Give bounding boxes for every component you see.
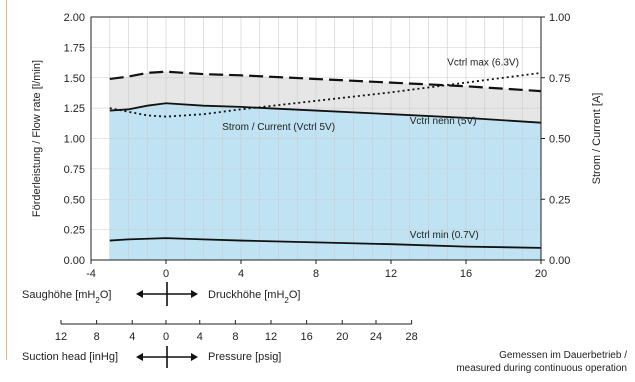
series-line-1 (109, 102, 542, 124)
x-tick-label: 0 (163, 268, 169, 280)
pressure-head-label: Druckhöhe [mH2O] (208, 289, 301, 305)
pressure-tick-label: 28 (406, 331, 418, 343)
note-line-2: measured during continuous operation (456, 363, 627, 374)
chart-grid (90, 16, 542, 261)
y2-tick-label: 0.00 (549, 255, 570, 267)
head-axis-arrow (136, 282, 198, 306)
y-tick-label: 1.50 (64, 73, 85, 85)
series-line-0 (109, 70, 542, 93)
y-tick-label: 2.00 (64, 12, 85, 24)
pressure-tick-label: 16 (301, 331, 313, 343)
head-axis: Saughöhe [mH2O] Druckhöhe [mH2O] (22, 282, 301, 306)
x-tick-label: 4 (238, 268, 244, 280)
pressure-tick-label: 20 (336, 331, 348, 343)
chart-series (109, 70, 542, 249)
band-nenn-baseline (109, 103, 541, 260)
pressure-tick-label: 0 (163, 331, 169, 343)
x-tick-label: 20 (535, 268, 547, 280)
y-tick-label: 1.75 (64, 42, 85, 54)
y2-tick-label: 0.25 (549, 194, 570, 206)
pressure-psig-label: Pressure [psig] (208, 351, 281, 363)
pressure-axis-ticks: 12 8 4 0 4 8 12 16 20 24 28 (55, 320, 418, 343)
pressure-tick-label: 24 (370, 331, 382, 343)
y-tick-label: 1.00 (64, 134, 85, 146)
band-max-nenn (109, 71, 541, 123)
annotation-label-1: Vctrl nenn (5V) (410, 116, 477, 127)
pressure-tick-label: 4 (129, 331, 135, 343)
suction-head-inhg-label: Suction head [inHg] (22, 351, 118, 363)
y-tick-label: 1.25 (64, 103, 85, 115)
chart-bands (109, 71, 541, 260)
y-tick-label: 0.00 (64, 255, 85, 267)
y-tick-label: 0.25 (64, 225, 85, 237)
note-line-1: Gemessen im Dauerbetrieb / (499, 350, 627, 361)
x-tick-label: 8 (313, 268, 319, 280)
x-tick-label: 16 (460, 268, 472, 280)
y2-tick-label: 0.75 (549, 73, 570, 85)
x-tick-label: -4 (86, 268, 96, 280)
pressure-tick-label: 8 (94, 331, 100, 343)
y-tick-label: 0.50 (64, 194, 85, 206)
pressure-axis: 12 8 4 0 4 8 12 16 20 24 28 Suction head [inHg] Pr… (22, 320, 418, 368)
annotation-label-3: Strom / Current (Vctrl 5V) (222, 122, 335, 133)
pressure-tick-label: 12 (265, 331, 277, 343)
series-line-2 (109, 237, 542, 249)
y2-axis-label: Strom / Current [A] (591, 93, 603, 185)
suction-head-label: Saughöhe [mH2O] (22, 289, 111, 305)
pressure-axis-arrow (136, 346, 198, 368)
x-tick-label: 12 (385, 268, 397, 280)
y-axis-label: Förderleistung / Flow rate [l/min] (31, 60, 43, 217)
pressure-tick-label: 12 (55, 331, 67, 343)
annotation-label-0: Vctrl max (6.3V) (447, 58, 519, 69)
annotation-label-2: Vctrl min (0.7V) (410, 230, 479, 241)
y2-tick-label: 1.00 (549, 12, 570, 24)
pressure-tick-label: 4 (197, 331, 203, 343)
left-accent-rule (6, 0, 7, 360)
series-line-3 (109, 71, 542, 118)
y-tick-label: 0.75 (64, 164, 85, 176)
pressure-tick-label: 8 (232, 331, 238, 343)
chart-ticks: -4 0 4 8 12 16 200.000.250.500.751.001.251.501… (64, 12, 571, 280)
y2-tick-label: 0.50 (549, 134, 570, 146)
chart-annotations: Vctrl max (6.3V) Vctrl nenn (5V) Vctrl min… (222, 58, 519, 242)
